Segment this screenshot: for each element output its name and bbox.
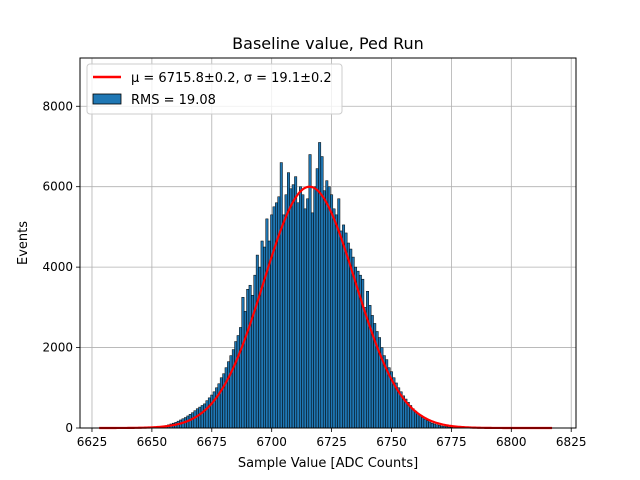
histogram-bar	[418, 415, 422, 429]
histogram-bar	[289, 188, 293, 429]
histogram-bar	[265, 218, 269, 429]
histogram-bar	[284, 194, 288, 429]
x-axis-ticks: 6625 6650 6675 6700 6725 6750 6775 6800 6825	[77, 428, 587, 449]
x-tick-label: 6725	[316, 435, 347, 449]
histogram-bar	[222, 373, 226, 429]
x-tick-label: 6625	[77, 435, 108, 449]
histogram-bar	[430, 422, 434, 429]
histogram-bar	[253, 274, 257, 429]
x-tick-label: 6825	[556, 435, 587, 449]
histogram-bar	[318, 142, 322, 429]
histogram-bar	[330, 194, 334, 429]
histogram-bar	[255, 254, 259, 429]
histogram-bar	[234, 341, 238, 429]
histogram-bar	[291, 184, 295, 429]
histogram-bar	[327, 186, 331, 429]
legend-rms-label: RMS = 19.08	[131, 93, 216, 108]
histogram-bar	[296, 202, 300, 429]
y-tick-label: 0	[65, 421, 73, 435]
histogram-bar	[342, 224, 346, 429]
y-tick-label: 2000	[42, 341, 73, 355]
histogram-bar	[243, 311, 247, 429]
histogram-bar	[294, 176, 298, 429]
histogram-bar	[299, 186, 302, 429]
y-axis-ticks: 0 2000 4000 6000 8000	[42, 99, 80, 435]
y-tick-label: 4000	[42, 260, 73, 274]
histogram-bar	[322, 190, 326, 429]
histogram-bar	[325, 180, 329, 429]
histogram-bar	[315, 168, 319, 429]
y-tick-label: 6000	[42, 180, 73, 194]
histogram-bar	[224, 367, 228, 429]
histogram-bar	[416, 413, 420, 429]
histogram-bar	[354, 266, 358, 429]
histogram-bar	[210, 394, 214, 429]
plot-frame	[79, 57, 577, 429]
x-axis-label: Sample Value [ADC Counts]	[238, 456, 418, 471]
histogram-bar	[310, 212, 314, 429]
histogram-bar	[339, 230, 343, 429]
histogram-bar	[346, 242, 350, 429]
histogram-bar	[200, 405, 204, 429]
histogram-bar	[215, 387, 219, 429]
histogram-bar	[334, 214, 338, 429]
histogram-bar	[433, 423, 437, 429]
histogram-bar	[219, 377, 223, 429]
x-tick-label: 6650	[137, 435, 168, 449]
legend: μ = 6715.8±0.2, σ = 19.1±0.2 RMS = 19.08	[86, 63, 343, 115]
histogram-bar	[306, 198, 310, 429]
histogram-bar	[423, 418, 427, 429]
histogram-bar	[363, 307, 367, 429]
histogram-bar	[421, 417, 425, 429]
histogram-bar	[248, 284, 252, 429]
histogram-bar	[279, 162, 283, 429]
histogram-bar	[366, 291, 369, 429]
histogram-bar	[193, 410, 197, 429]
histogram-bar	[308, 154, 312, 429]
histogram-bar	[195, 408, 199, 429]
histogram-bar	[239, 327, 242, 429]
histogram-bar	[344, 232, 348, 429]
histogram-bar	[313, 186, 317, 429]
histogram-bar	[332, 208, 336, 429]
histogram-bar	[205, 400, 209, 429]
x-tick-label: 6775	[436, 435, 467, 449]
histogram-bar	[227, 361, 231, 429]
histogram-bar	[207, 397, 211, 429]
histogram-bar	[428, 421, 432, 429]
histogram-bar	[231, 349, 235, 429]
chart-title: Baseline value, Ped Run	[232, 34, 424, 53]
histogram-bar	[411, 408, 415, 429]
legend-rms-swatch	[92, 93, 122, 105]
y-tick-label: 8000	[42, 99, 73, 113]
histogram-bar	[425, 420, 429, 429]
y-axis-label: Events	[16, 221, 31, 265]
legend-box	[86, 63, 343, 115]
histogram-bar	[351, 256, 355, 429]
histogram-bar	[236, 335, 240, 429]
histogram-bar	[260, 240, 264, 429]
histogram-bar	[282, 214, 286, 429]
histogram-bar	[203, 403, 207, 429]
histogram-bar	[349, 248, 353, 429]
x-tick-label: 6700	[256, 435, 287, 449]
legend-fit-label: μ = 6715.8±0.2, σ = 19.1±0.2	[131, 71, 332, 86]
histogram-bar	[246, 289, 250, 429]
histogram-bar	[270, 214, 274, 429]
histogram-bar	[198, 406, 202, 429]
histogram-bar	[414, 410, 417, 429]
x-tick-label: 6675	[197, 435, 228, 449]
histogram-bar	[229, 355, 233, 429]
histogram-bar	[303, 208, 307, 429]
histogram-bar	[212, 391, 216, 429]
histogram-bar	[301, 194, 305, 429]
x-tick-label: 6750	[376, 435, 407, 449]
histogram-bar	[241, 297, 245, 429]
x-tick-label: 6800	[496, 435, 527, 449]
histogram-bar	[217, 383, 221, 429]
histogram-bar	[272, 206, 276, 429]
